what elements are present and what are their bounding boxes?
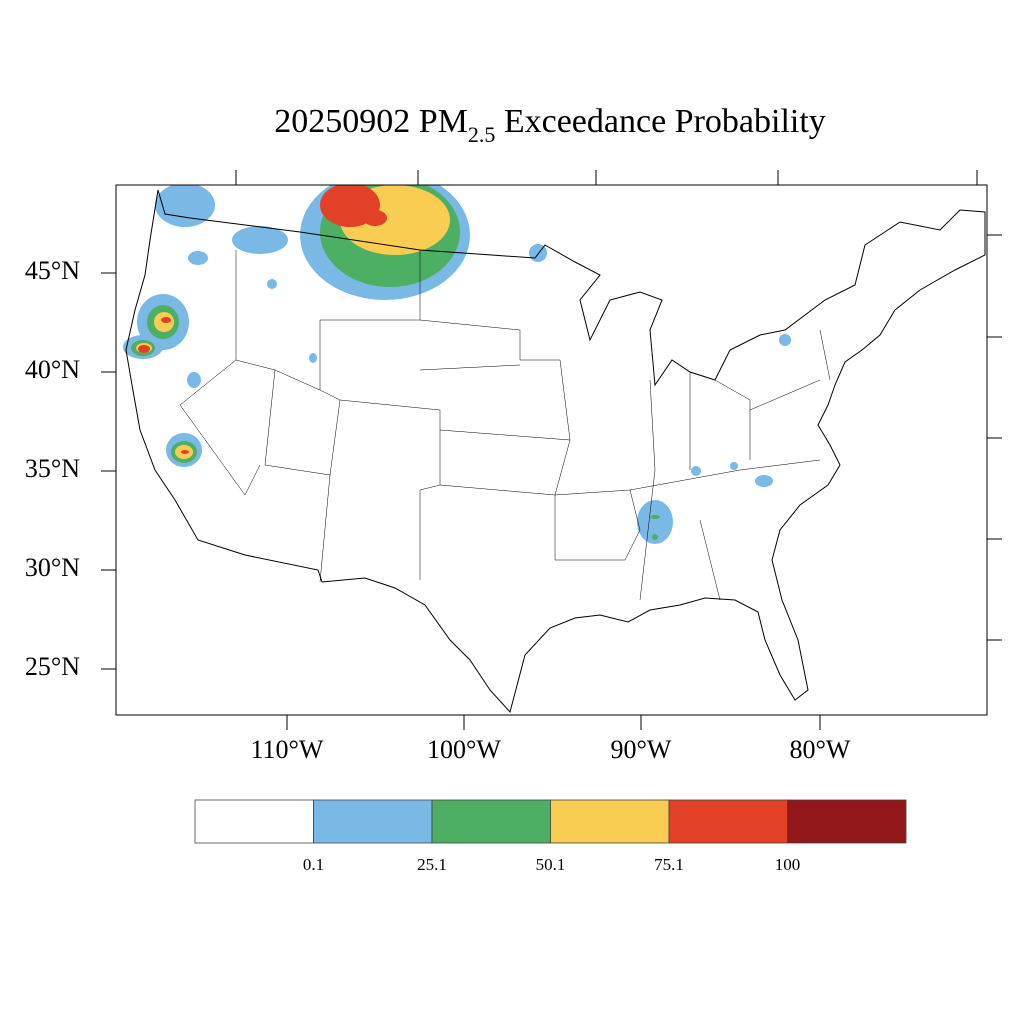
lat-label: 30°N <box>25 553 80 582</box>
title: 20250902 PM2.5 Exceedance Probability <box>274 103 826 147</box>
probability-region <box>187 372 201 388</box>
colorbar-box <box>787 799 907 844</box>
probability-region <box>730 462 738 470</box>
colorbar-label: 25.1 <box>417 855 447 874</box>
colorbar-box <box>194 799 314 844</box>
probability-region <box>181 450 189 454</box>
probability-region <box>637 500 673 544</box>
colorbar-label: 0.1 <box>303 855 324 874</box>
probability-region <box>691 466 701 476</box>
state-lines <box>179 250 831 601</box>
probability-region <box>267 279 277 289</box>
basemap <box>125 189 986 714</box>
colorbar-box <box>668 799 788 844</box>
colorbar-box <box>550 799 670 844</box>
probability-region <box>232 226 288 254</box>
lon-label: 90°W <box>611 735 672 764</box>
axis-labels: 45°N 40°N 35°N 30°N 25°N 110°W 100°W 90°W 80°W <box>25 256 851 764</box>
colorbar-label: 75.1 <box>654 855 684 874</box>
probability-region <box>650 515 660 519</box>
us-outline <box>125 189 986 714</box>
probability-region <box>755 475 773 487</box>
title-text: 20250902 PM <box>274 103 468 140</box>
title-suffix: Exceedance Probability <box>495 103 825 140</box>
lat-label: 40°N <box>25 355 80 384</box>
lat-label: 45°N <box>25 256 80 285</box>
probability-region <box>779 334 791 346</box>
probability-region <box>161 317 171 323</box>
lon-label: 80°W <box>790 735 851 764</box>
title-subscript: 2.5 <box>468 122 496 147</box>
lat-label: 35°N <box>25 454 80 483</box>
colorbar: 0.1 25.1 50.1 75.1 100 <box>194 799 907 874</box>
lat-label: 25°N <box>25 652 80 681</box>
colorbar-label: 50.1 <box>536 855 566 874</box>
colorbar-box <box>313 799 433 844</box>
probability-region <box>309 353 317 363</box>
probability-region <box>363 210 387 226</box>
map-frame <box>115 184 988 716</box>
probability-field <box>123 185 791 544</box>
probability-region <box>138 345 150 353</box>
lon-label: 100°W <box>427 735 501 764</box>
colorbar-label: 100 <box>775 855 801 874</box>
probability-region <box>188 251 208 265</box>
colorbar-box <box>431 799 551 844</box>
lon-label: 110°W <box>251 735 324 764</box>
frame-ticks <box>235 170 1002 641</box>
probability-region <box>155 185 215 227</box>
probability-region <box>652 534 658 540</box>
